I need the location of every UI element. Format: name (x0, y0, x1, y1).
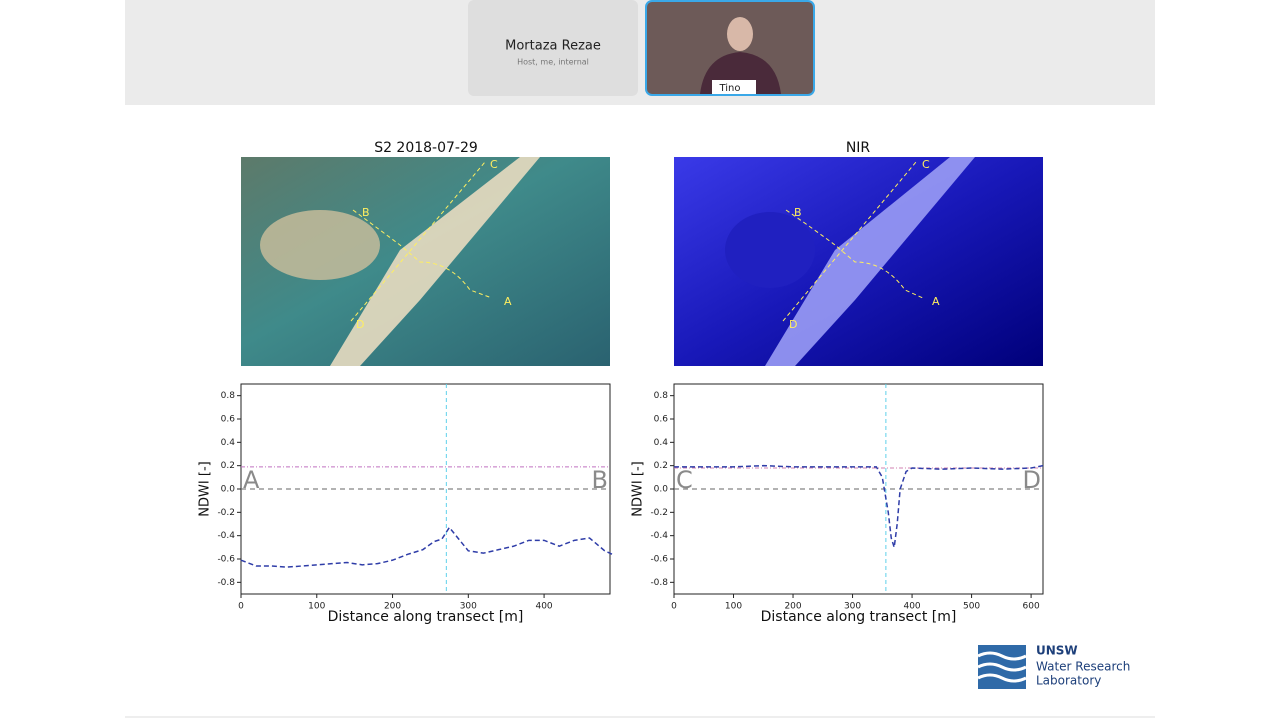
participant-role: Host, me, internal (517, 58, 589, 67)
y-axis-label: NDWI [-] (198, 461, 213, 516)
logo-text: Water Research (1036, 660, 1130, 674)
y-tick-label: -0.8 (217, 578, 235, 588)
corner-label: C (676, 466, 693, 494)
x-tick-label: 100 (725, 602, 742, 612)
transect-ab (785, 209, 924, 299)
x-tick-label: 400 (903, 602, 920, 612)
participant-name: Mortaza Rezae (505, 39, 601, 54)
corner-label: A (243, 466, 260, 494)
data-line (240, 526, 613, 568)
x-tick-label: 300 (460, 602, 477, 612)
x-tick-label: 200 (384, 602, 401, 612)
y-tick-label: 0.0 (221, 485, 236, 495)
sand-bar (260, 210, 380, 280)
data-line (674, 464, 1044, 548)
y-tick-label: -0.6 (650, 555, 668, 565)
point-label: D (356, 318, 364, 331)
x-tick-label: 100 (308, 602, 325, 612)
x-tick-label: 400 (535, 602, 552, 612)
transect-ab (352, 209, 493, 299)
x-axis-label: Distance along transect [m] (761, 609, 957, 625)
x-axis-label: Distance along transect [m] (328, 609, 524, 625)
image-title: S2 2018-07-29 (374, 140, 478, 156)
logo-brand: UNSW (1036, 644, 1078, 658)
image-title: NIR (846, 140, 871, 156)
y-tick-label: -0.2 (650, 508, 668, 518)
sand-spit (330, 157, 540, 366)
lagoon (725, 212, 815, 288)
point-label: B (794, 206, 802, 219)
y-tick-label: -0.4 (650, 531, 668, 541)
point-label: B (362, 206, 370, 219)
y-tick-label: -0.8 (650, 578, 668, 588)
corner-label: B (592, 466, 608, 494)
point-label: A (932, 295, 940, 308)
point-label: C (922, 158, 930, 171)
sand-spit (765, 157, 975, 366)
participant-name: Tino (718, 83, 740, 94)
call-bar (125, 0, 1155, 105)
y-tick-label: 0.4 (221, 438, 236, 448)
x-tick-label: 500 (963, 602, 980, 612)
y-tick-label: 0.8 (221, 391, 236, 401)
y-tick-label: -0.2 (217, 508, 235, 518)
y-axis-label: NDWI [-] (631, 461, 646, 516)
y-tick-label: 0.0 (654, 485, 669, 495)
x-tick-label: 200 (784, 602, 801, 612)
y-tick-label: -0.4 (217, 531, 235, 541)
y-tick-label: 0.2 (221, 461, 235, 471)
logo-text: Laboratory (1036, 674, 1101, 688)
participant-tile[interactable] (468, 0, 638, 96)
logo-waves (977, 651, 1027, 683)
y-tick-label: 0.2 (654, 461, 668, 471)
y-tick-label: 0.6 (221, 415, 236, 425)
point-label: C (490, 158, 498, 171)
y-tick-label: -0.6 (217, 555, 235, 565)
point-label: A (504, 295, 512, 308)
corner-label: D (1023, 466, 1041, 494)
y-tick-label: 0.6 (654, 415, 669, 425)
person-head (727, 17, 753, 51)
x-tick-label: 600 (1023, 602, 1040, 612)
point-label: D (789, 318, 797, 331)
x-tick-label: 300 (844, 602, 861, 612)
x-tick-label: 0 (238, 602, 244, 612)
name-tag (712, 80, 756, 94)
x-tick-label: 0 (671, 602, 677, 612)
y-tick-label: 0.4 (654, 438, 669, 448)
logo: UNSW Water Research Laboratory (977, 644, 1130, 689)
y-tick-label: 0.8 (654, 391, 669, 401)
